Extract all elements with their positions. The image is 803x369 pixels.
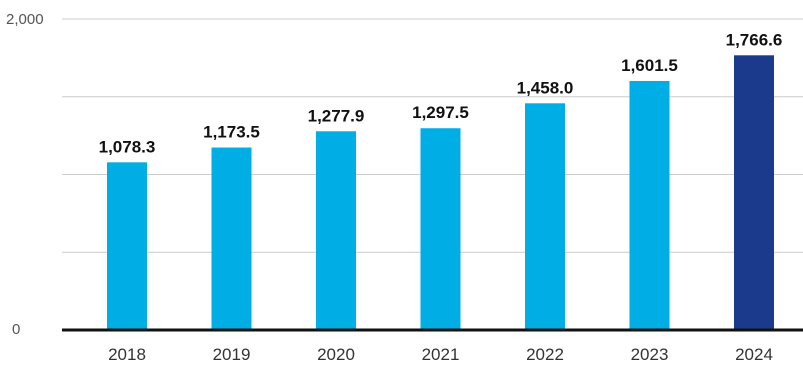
bar-2018 [107, 162, 147, 330]
bar-2024 [734, 55, 774, 330]
bar-2023 [629, 80, 670, 330]
bar-2019 [211, 147, 252, 330]
category-label-2020: 2020 [317, 345, 355, 364]
category-label-2024: 2024 [735, 345, 773, 364]
bar-2021 [420, 128, 461, 330]
x-axis-categories: 2018 2019 2020 2021 2022 2023 2024 [108, 345, 773, 364]
bar-2022 [525, 103, 565, 330]
value-label-2019: 1,173.5 [203, 123, 260, 142]
value-label-2024: 1,766.6 [726, 30, 783, 49]
value-label-2022: 1,458.0 [517, 78, 574, 97]
category-label-2023: 2023 [631, 345, 669, 364]
value-label-2020: 1,277.9 [308, 106, 365, 125]
category-label-2022: 2022 [526, 345, 564, 364]
bar-2020 [316, 131, 356, 330]
value-label-2018: 1,078.3 [99, 137, 156, 156]
category-label-2021: 2021 [422, 345, 460, 364]
y-tick-label-2000: 2,000 [6, 11, 44, 28]
category-label-2019: 2019 [213, 345, 251, 364]
value-label-2023: 1,601.5 [621, 56, 678, 75]
value-label-2021: 1,297.5 [412, 103, 469, 122]
category-label-2018: 2018 [108, 345, 146, 364]
value-labels: 1,078.3 1,173.5 1,277.9 1,297.5 1,458.0 1,601… [99, 30, 783, 156]
bars [107, 55, 774, 330]
y-tick-label-0: 0 [12, 321, 20, 338]
y-axis-ticks: 0 2,000 [6, 11, 44, 338]
